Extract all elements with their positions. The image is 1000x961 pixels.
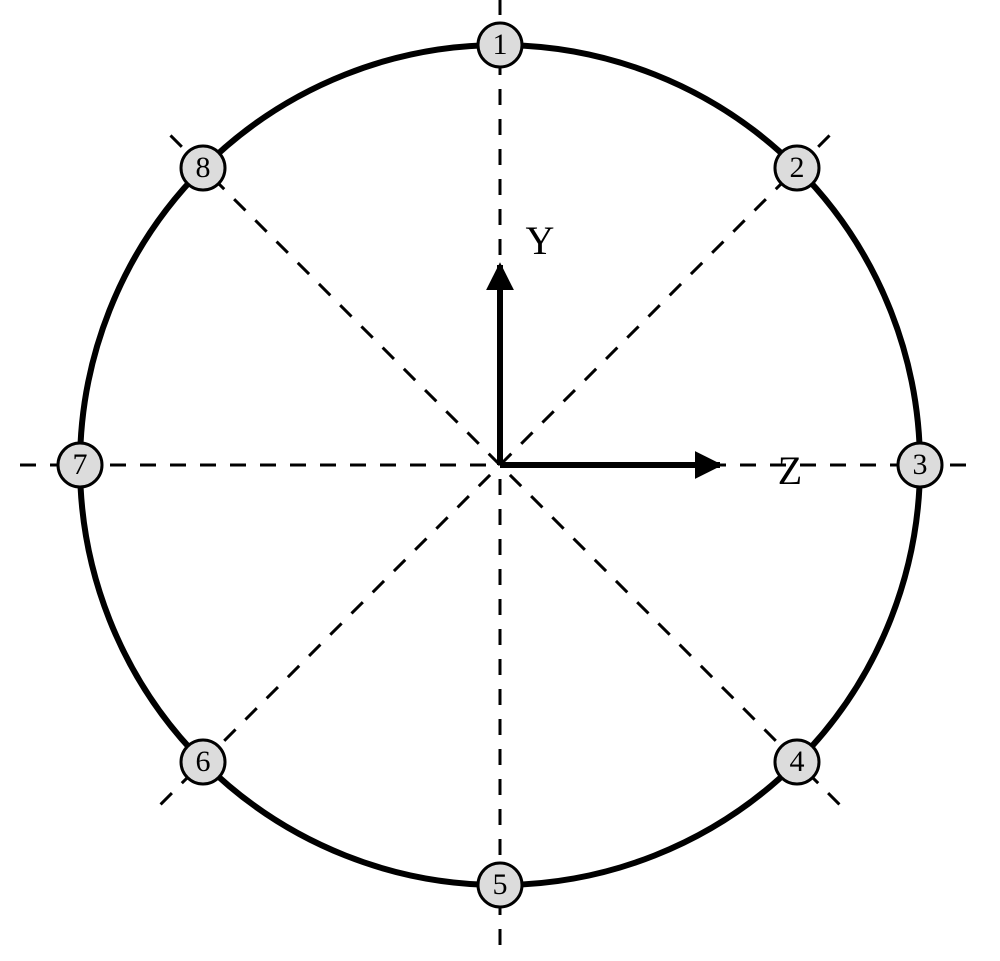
node-label-6: 6 [196, 745, 211, 778]
node-5: 5 [478, 863, 522, 907]
y-axis-label: Y [526, 218, 555, 263]
node-label-7: 7 [73, 448, 88, 481]
diagram-stage: Y Z 1 2 3 4 5 6 7 8 [0, 0, 1000, 961]
node-3: 3 [898, 443, 942, 487]
node-label-8: 8 [196, 151, 211, 184]
node-label-3: 3 [913, 448, 928, 481]
node-label-5: 5 [493, 868, 508, 901]
node-label-4: 4 [789, 745, 804, 778]
node-1: 1 [478, 23, 522, 67]
node-6: 6 [181, 740, 225, 784]
node-2: 2 [775, 146, 819, 190]
node-label-1: 1 [493, 28, 508, 61]
node-label-2: 2 [789, 151, 804, 184]
z-axis-label: Z [778, 448, 802, 493]
node-4: 4 [775, 740, 819, 784]
node-8: 8 [181, 146, 225, 190]
node-7: 7 [58, 443, 102, 487]
